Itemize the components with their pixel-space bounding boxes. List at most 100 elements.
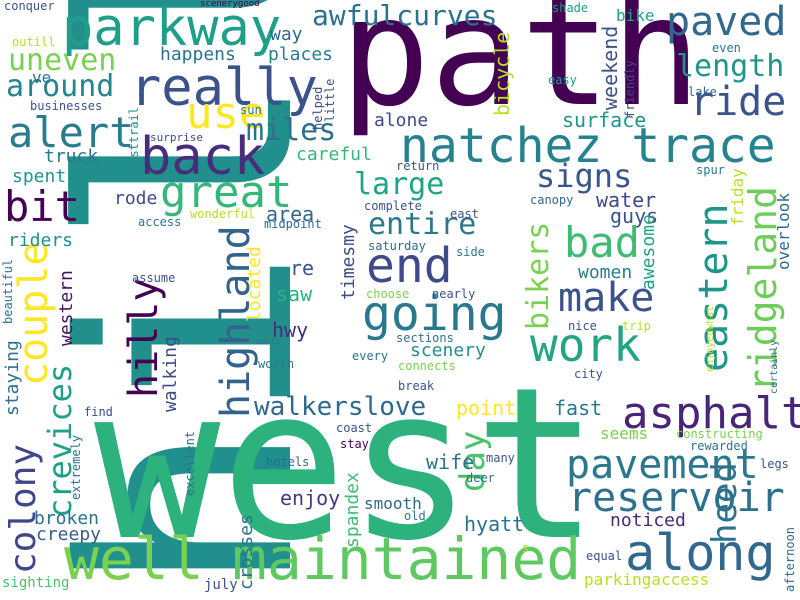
word-old: old (404, 509, 426, 523)
word-sun: sun (240, 103, 262, 117)
word-great: great (160, 167, 293, 218)
word-spandex: spandex (342, 472, 363, 548)
word-weekend: weekend (598, 25, 622, 110)
word-crosses: crosses (236, 514, 257, 590)
word-wonderful: wonderful (190, 207, 256, 221)
word-walkerslove: walkerslove (254, 392, 427, 422)
word-break: break (398, 379, 435, 393)
word-natchez-trace: natchez trace (400, 118, 776, 174)
word-ride: ride (690, 79, 787, 125)
word-bike: bike (616, 6, 655, 25)
word-worth: worth (258, 357, 295, 371)
word-end: end (366, 238, 453, 294)
word-scenerygood: scenerygood (200, 0, 260, 9)
word-going: going (362, 286, 507, 342)
word-businesses: businesses (30, 99, 103, 113)
word-women: women (578, 262, 633, 283)
word-hyatt: hyatt (464, 512, 525, 536)
word-places: places (268, 44, 334, 65)
word-find: find (84, 405, 113, 419)
word-enjoy: enjoy (280, 486, 341, 510)
word-extremely: extremely (69, 434, 83, 500)
word-path: path (340, 0, 702, 140)
word-beautiful: beautiful (1, 258, 15, 324)
word-pavement: pavement (566, 442, 759, 488)
word-stay: stay (340, 437, 369, 451)
word-water: water (596, 188, 657, 212)
word-sections: sections (396, 331, 454, 345)
word-choose: choose (366, 287, 410, 301)
word-nearly: nearly (432, 287, 476, 301)
word-bikers: bikers (521, 221, 556, 330)
word-overlook: overlook (774, 192, 793, 270)
word-equal: equal (586, 549, 623, 563)
word-truck: truck (44, 146, 99, 167)
word-east: east (450, 207, 479, 221)
word-really: really (130, 58, 318, 118)
word-guys: guys (610, 204, 659, 228)
word-assume: assume (132, 271, 176, 285)
word-paved: paved (666, 0, 787, 45)
word-constructing: constructing (676, 427, 763, 441)
word-asphalt: asphalt (622, 388, 800, 439)
word-even: even (712, 41, 741, 55)
word-way: way (270, 24, 303, 45)
word-around: around (6, 69, 115, 104)
word-make: make (558, 275, 655, 321)
word-surface: surface (562, 108, 647, 132)
word-noticed: noticed (610, 510, 686, 531)
word-return: return (396, 159, 440, 173)
word-uneven: uneven (8, 43, 117, 78)
word-trip: trip (622, 319, 651, 333)
word-hilly: hilly (121, 277, 167, 398)
word-little: little (323, 78, 337, 122)
word-sighting: sighting (2, 575, 70, 591)
word-bad: bad (564, 218, 640, 267)
word-parkingaccess: parkingaccess (584, 570, 710, 589)
word-certainly: certainly (769, 339, 780, 394)
word-length: length (676, 49, 785, 84)
word-multi: multi (256, 337, 281, 346)
word-alert: alert (8, 108, 135, 157)
word-afternoon: afternoon (783, 526, 797, 592)
word-listtrail: listtrail (127, 106, 141, 172)
word-hotels: hotels (266, 455, 310, 469)
word-large: large (354, 167, 445, 202)
word-parkway: parkway (62, 0, 282, 58)
word-friday: friday (728, 168, 747, 226)
word-access: access (138, 215, 182, 229)
word-coast: coast (336, 421, 373, 435)
word-west: west (94, 342, 600, 587)
word-riders: riders (8, 230, 74, 251)
word-conquer: conquer (4, 0, 55, 13)
word-awesome: awesome (638, 214, 659, 290)
word-saturday: saturday (368, 239, 426, 253)
word-spent: spent (12, 166, 67, 187)
word-midpoint: midpoint (264, 217, 322, 231)
word-awfulcurves: awfulcurves (312, 0, 498, 32)
word-broken: broken (34, 508, 100, 529)
word-ve: ve (32, 68, 52, 87)
word-canopy: canopy (530, 193, 574, 207)
word-city: city (574, 367, 603, 381)
word-deer: deer (466, 471, 495, 485)
word-reservoir: reservoir (568, 475, 785, 521)
word-creepy: creepy (36, 524, 102, 545)
word-complete: complete (364, 199, 422, 213)
word-easy: easy (548, 73, 577, 87)
word-use: use (186, 88, 266, 139)
word-walking: walking (160, 336, 181, 412)
word-excellent: excellent (183, 430, 197, 496)
word-smooth: smooth (364, 494, 422, 513)
word-heed: heed (705, 462, 745, 544)
word-enjoyedwhat: enjoyedwhat (705, 305, 716, 372)
word-bit: bit (4, 182, 80, 231)
word-july: july (204, 577, 238, 593)
word-scenery: scenery (410, 340, 486, 361)
word-side: side (456, 245, 485, 259)
word-western: western (56, 270, 77, 346)
word-saw: saw (276, 282, 313, 306)
word-rewarded: rewarded (690, 439, 748, 453)
word-alone: alone (374, 110, 429, 131)
word-connects: connects (398, 359, 456, 373)
